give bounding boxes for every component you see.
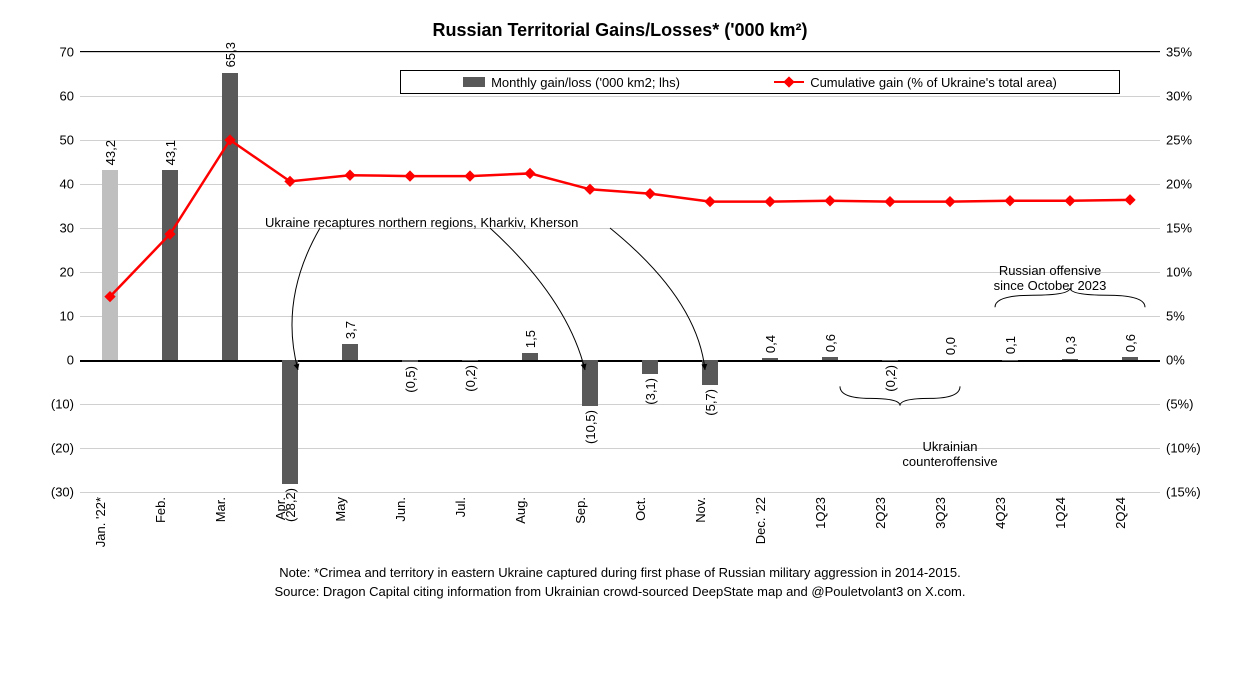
- bar-value-label: 0,4: [763, 335, 778, 353]
- x-axis-label: Aug.: [513, 497, 528, 524]
- gridline: [80, 52, 1160, 53]
- bar-value-label: 0,1: [1003, 336, 1018, 354]
- gridline: [80, 228, 1160, 229]
- bar: [282, 360, 298, 484]
- y-left-label: (20): [51, 441, 80, 456]
- plot-area: (30)(15%)(20)(10%)(10)(5%)00%105%2010%30…: [80, 51, 1160, 491]
- line-swatch: [774, 81, 804, 83]
- x-axis-label: May: [333, 497, 348, 522]
- y-left-label: 70: [60, 45, 80, 60]
- bar: [162, 170, 178, 360]
- x-axis-label: Jul.: [453, 497, 468, 517]
- bar: [642, 360, 658, 374]
- annotation-counteroffensive: Ukrainiancounteroffensive: [880, 439, 1020, 469]
- bar-value-label: 0,0: [943, 337, 958, 355]
- x-axis-label: Apr.: [273, 497, 288, 520]
- y-right-label: (10%): [1160, 441, 1201, 456]
- y-right-label: 35%: [1160, 45, 1192, 60]
- annotation-russian-offensive: Russian offensivesince October 2023: [960, 263, 1140, 293]
- bar-value-label: 65,3: [223, 42, 238, 67]
- gridline: [80, 140, 1160, 141]
- bar: [1122, 357, 1138, 360]
- bar-value-label: (10,5): [583, 410, 598, 444]
- bar: [222, 73, 238, 360]
- y-right-label: 15%: [1160, 221, 1192, 236]
- bar-value-label: (0,5): [403, 366, 418, 393]
- x-axis-label: 2Q23: [873, 497, 888, 529]
- bar: [702, 360, 718, 385]
- chart-title: Russian Territorial Gains/Losses* ('000 …: [20, 20, 1220, 41]
- gridline: [80, 184, 1160, 185]
- y-right-label: 0%: [1160, 353, 1185, 368]
- bar-value-label: 1,5: [523, 330, 538, 348]
- bar: [462, 360, 478, 361]
- x-axis-labels: Jan. '22* Feb. Mar. Apr. May Jun. Jul. Aug. Sep.…: [70, 491, 1150, 561]
- bar: [882, 360, 898, 361]
- gridline: [80, 404, 1160, 405]
- y-left-label: 30: [60, 221, 80, 236]
- legend-line-label: Cumulative gain (% of Ukraine's total ar…: [810, 75, 1057, 90]
- y-left-label: 50: [60, 133, 80, 148]
- x-axis-label: Sep.: [573, 497, 588, 524]
- bar: [1062, 359, 1078, 360]
- x-axis-label: Jun.: [393, 497, 408, 522]
- bar-value-label: 43,2: [103, 140, 118, 165]
- bar: [582, 360, 598, 406]
- y-left-label: 40: [60, 177, 80, 192]
- bar: [762, 358, 778, 360]
- x-axis-label: 1Q24: [1053, 497, 1068, 529]
- y-right-label: (15%): [1160, 485, 1201, 500]
- bar: [402, 360, 418, 362]
- legend-item-bar: Monthly gain/loss ('000 km2; lhs): [463, 75, 680, 90]
- x-axis-label: Dec. '22: [753, 497, 768, 544]
- footnote-1: Note: *Crimea and territory in eastern U…: [20, 565, 1220, 580]
- bar-value-label: (0,2): [463, 365, 478, 392]
- gridline: [80, 96, 1160, 97]
- x-axis-label: Mar.: [213, 497, 228, 522]
- y-right-label: (5%): [1160, 397, 1193, 412]
- y-left-label: 20: [60, 265, 80, 280]
- gridline: [80, 316, 1160, 317]
- y-left-label: 60: [60, 89, 80, 104]
- bar: [822, 357, 838, 360]
- x-axis-label: Oct.: [633, 497, 648, 521]
- x-axis-label: Feb.: [153, 497, 168, 523]
- bar-value-label: 0,3: [1063, 336, 1078, 354]
- x-axis-label: 3Q23: [933, 497, 948, 529]
- y-right-label: 25%: [1160, 133, 1192, 148]
- x-axis-label: 4Q23: [993, 497, 1008, 529]
- y-right-label: 5%: [1160, 309, 1185, 324]
- bar: [522, 353, 538, 360]
- gridline: [80, 360, 1160, 362]
- y-left-label: 10: [60, 309, 80, 324]
- legend-item-line: Cumulative gain (% of Ukraine's total ar…: [774, 75, 1057, 90]
- bar: [102, 170, 118, 360]
- y-left-label: (10): [51, 397, 80, 412]
- bar-value-label: (5,7): [703, 389, 718, 416]
- bar-value-label: (3,1): [643, 378, 658, 405]
- bar-value-label: 0,6: [1123, 334, 1138, 352]
- y-right-label: 30%: [1160, 89, 1192, 104]
- y-right-label: 20%: [1160, 177, 1192, 192]
- y-left-label: 0: [67, 353, 80, 368]
- y-right-label: 10%: [1160, 265, 1192, 280]
- x-axis-label: Jan. '22*: [93, 497, 108, 547]
- x-axis-label: Nov.: [693, 497, 708, 523]
- annotation-recapture: Ukraine recaptures northern regions, Kha…: [265, 215, 578, 230]
- bar-value-label: 43,1: [163, 140, 178, 165]
- bar-value-label: 0,6: [823, 334, 838, 352]
- x-axis-label: 1Q23: [813, 497, 828, 529]
- bar: [342, 344, 358, 360]
- x-axis-label: 2Q24: [1113, 497, 1128, 529]
- bar-value-label: (0,2): [883, 365, 898, 392]
- legend: Monthly gain/loss ('000 km2; lhs) Cumulat…: [400, 70, 1120, 94]
- legend-bar-label: Monthly gain/loss ('000 km2; lhs): [491, 75, 680, 90]
- bar-swatch: [463, 77, 485, 87]
- footnote-2: Source: Dragon Capital citing informatio…: [20, 584, 1220, 599]
- bar-value-label: 3,7: [343, 321, 358, 339]
- chart-container: (30)(15%)(20)(10%)(10)(5%)00%105%2010%30…: [30, 51, 1210, 491]
